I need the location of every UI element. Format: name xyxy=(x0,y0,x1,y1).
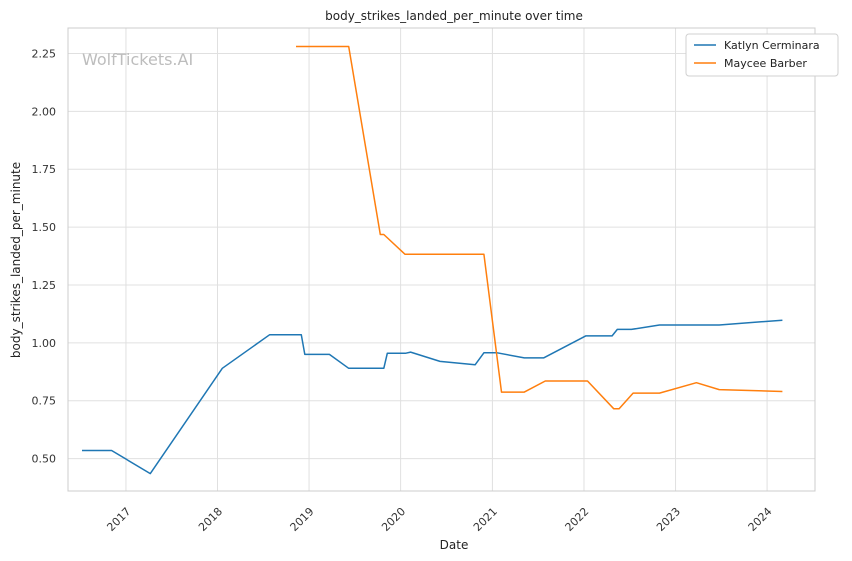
legend: Katlyn Cerminara Maycee Barber xyxy=(685,33,839,77)
y-tick-label: 2.00 xyxy=(32,105,57,118)
x-axis-title: Date xyxy=(440,538,469,552)
y-tick-label: 1.00 xyxy=(32,337,57,350)
y-axis-title: body_strikes_landed_per_minute xyxy=(9,162,23,358)
y-tick-label: 1.75 xyxy=(32,163,57,176)
legend-label: Maycee Barber xyxy=(724,57,807,70)
y-tick-label: 0.50 xyxy=(32,453,57,466)
y-tick-label: 1.25 xyxy=(32,279,57,292)
gridlines xyxy=(68,28,815,491)
series-line-maycee-barber xyxy=(296,45,783,410)
legend-box xyxy=(685,33,839,77)
series-line-katlyn-cerminara xyxy=(82,319,783,475)
y-tick-label: 1.50 xyxy=(32,221,57,234)
y-tick-label: 2.25 xyxy=(32,47,57,60)
series-lines xyxy=(82,45,783,475)
watermark: WolfTickets.AI xyxy=(82,50,193,69)
plot-area xyxy=(67,27,816,492)
y-tick-label: 0.75 xyxy=(32,395,57,408)
chart-title: body_strikes_landed_per_minute over time xyxy=(325,9,583,23)
legend-label: Katlyn Cerminara xyxy=(724,39,820,52)
